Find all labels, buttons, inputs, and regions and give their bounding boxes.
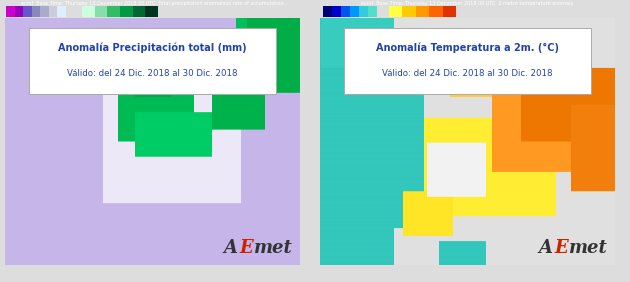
Text: Válido: del 24 Dic. 2018 al 30 Dic. 2018: Válido: del 24 Dic. 2018 al 30 Dic. 2018 [67, 69, 238, 78]
FancyBboxPatch shape [343, 28, 592, 94]
Text: met: met [569, 239, 608, 257]
Text: met: met [254, 239, 293, 257]
Text: E: E [554, 239, 568, 257]
Text: ecmf  Base Time: Thursday 13 December 2018 00 UTC  2 metre temperature anomaly: ecmf Base Time: Thursday 13 December 201… [361, 1, 574, 6]
Text: E: E [239, 239, 253, 257]
Text: ecmf  Base Time: Thursday 13 December 2018 00 UTC  Total precipitation anomalous: ecmf Base Time: Thursday 13 December 201… [21, 1, 284, 6]
Text: Válido: del 24 Dic. 2018 al 30 Dic. 2018: Válido: del 24 Dic. 2018 al 30 Dic. 2018 [382, 69, 553, 78]
Text: Anomalía Precipitación total (mm): Anomalía Precipitación total (mm) [58, 42, 247, 53]
Text: Anomalía Temperatura a 2m. (°C): Anomalía Temperatura a 2m. (°C) [376, 42, 559, 53]
Text: A: A [223, 239, 238, 257]
Text: A: A [538, 239, 553, 257]
FancyBboxPatch shape [28, 28, 277, 94]
